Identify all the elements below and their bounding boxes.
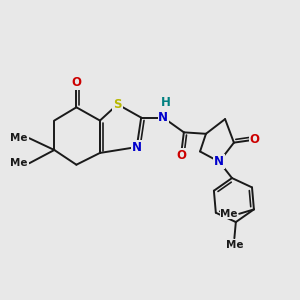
- Text: Me: Me: [226, 240, 243, 250]
- Text: O: O: [71, 76, 81, 89]
- Text: Me: Me: [10, 158, 28, 168]
- Text: O: O: [176, 149, 186, 162]
- Text: H: H: [161, 96, 170, 110]
- Text: N: N: [158, 111, 168, 124]
- Text: Me: Me: [10, 133, 28, 143]
- Text: Me: Me: [220, 209, 238, 219]
- Text: N: N: [214, 155, 224, 168]
- Text: O: O: [250, 133, 260, 146]
- Text: N: N: [132, 141, 142, 154]
- Text: S: S: [113, 98, 122, 111]
